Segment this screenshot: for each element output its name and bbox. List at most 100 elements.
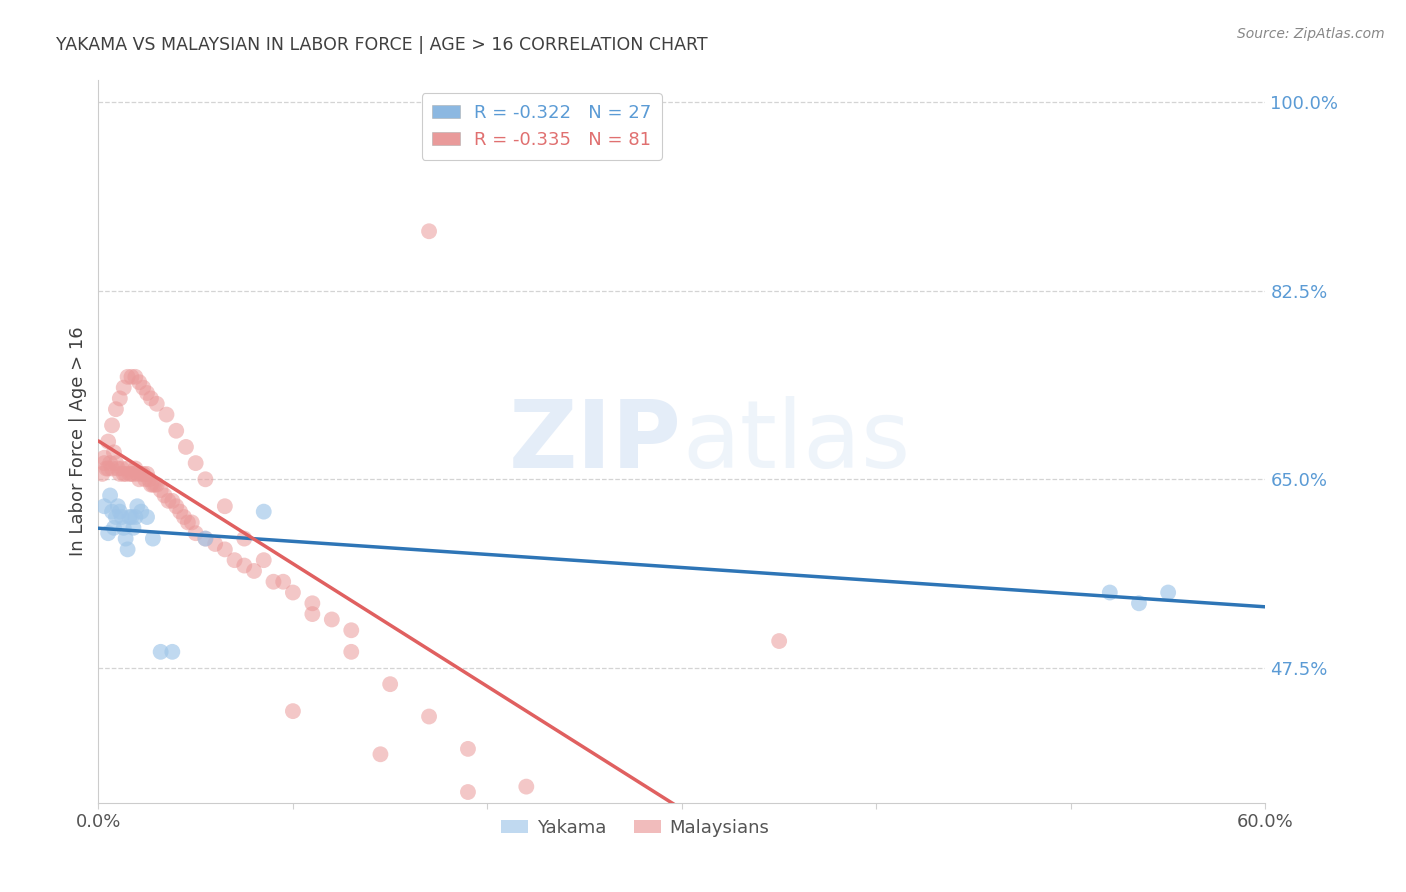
Point — [1128, 596, 1150, 610]
Point — [111, 461, 134, 475]
Text: YAKAMA VS MALAYSIAN IN LABOR FORCE | AGE > 16 CORRELATION CHART: YAKAMA VS MALAYSIAN IN LABOR FORCE | AGE… — [56, 36, 707, 54]
Point — [139, 392, 162, 406]
Point — [174, 440, 197, 454]
Point — [108, 392, 131, 406]
Point — [136, 386, 159, 401]
Point — [139, 477, 162, 491]
Point — [103, 521, 125, 535]
Point — [134, 472, 156, 486]
Point — [515, 780, 537, 794]
Point — [380, 677, 402, 691]
Point — [262, 574, 284, 589]
Point — [1157, 585, 1180, 599]
Point — [155, 408, 177, 422]
Point — [124, 461, 146, 475]
Point — [180, 516, 202, 530]
Point — [136, 467, 159, 481]
Point — [98, 456, 121, 470]
Point — [457, 742, 479, 756]
Y-axis label: In Labor Force | Age > 16: In Labor Force | Age > 16 — [69, 326, 87, 557]
Point — [128, 472, 150, 486]
Point — [165, 500, 187, 514]
Point — [142, 532, 165, 546]
Text: atlas: atlas — [682, 395, 910, 488]
Point — [97, 434, 120, 449]
Point — [122, 467, 145, 481]
Point — [301, 607, 323, 621]
Point — [112, 467, 135, 481]
Point — [321, 612, 343, 626]
Point — [418, 224, 440, 238]
Point — [214, 542, 236, 557]
Point — [136, 510, 159, 524]
Point — [169, 505, 191, 519]
Point — [108, 505, 131, 519]
Point — [457, 785, 479, 799]
Point — [142, 477, 165, 491]
Point — [112, 381, 135, 395]
Point — [96, 461, 118, 475]
Point — [146, 397, 169, 411]
Point — [157, 493, 180, 508]
Point — [253, 505, 276, 519]
Point — [1098, 585, 1121, 599]
Point — [214, 500, 236, 514]
Point — [117, 542, 139, 557]
Point — [281, 585, 304, 599]
Point — [340, 645, 363, 659]
Point — [91, 467, 114, 481]
Point — [114, 532, 136, 546]
Text: ZIP: ZIP — [509, 395, 682, 488]
Point — [121, 510, 143, 524]
Point — [117, 369, 139, 384]
Point — [104, 510, 127, 524]
Point — [124, 510, 146, 524]
Point — [129, 467, 152, 481]
Point — [111, 510, 134, 524]
Point — [103, 445, 125, 459]
Point — [112, 521, 135, 535]
Point — [93, 500, 115, 514]
Point — [370, 747, 392, 762]
Point — [194, 532, 217, 546]
Point — [124, 369, 146, 384]
Point — [98, 488, 121, 502]
Legend: Yakama, Malaysians: Yakama, Malaysians — [494, 812, 776, 845]
Point — [243, 564, 266, 578]
Point — [101, 418, 124, 433]
Point — [132, 381, 155, 395]
Point — [104, 456, 127, 470]
Point — [173, 510, 195, 524]
Point — [97, 461, 120, 475]
Point — [253, 553, 276, 567]
Point — [101, 461, 124, 475]
Point — [108, 467, 131, 481]
Point — [129, 505, 152, 519]
Point — [107, 500, 129, 514]
Point — [128, 376, 150, 390]
Point — [418, 709, 440, 723]
Point — [233, 532, 256, 546]
Point — [149, 483, 172, 497]
Point — [153, 488, 176, 502]
Point — [121, 467, 143, 481]
Text: Source: ZipAtlas.com: Source: ZipAtlas.com — [1237, 27, 1385, 41]
Point — [271, 574, 294, 589]
Point — [127, 500, 149, 514]
Point — [162, 645, 184, 659]
Point — [768, 634, 790, 648]
Point — [301, 596, 323, 610]
Point — [93, 450, 115, 465]
Point — [593, 812, 616, 826]
Point — [177, 516, 200, 530]
Point — [132, 467, 155, 481]
Point — [122, 521, 145, 535]
Point — [194, 532, 217, 546]
Point — [146, 477, 169, 491]
Point — [127, 467, 149, 481]
Point — [340, 624, 363, 638]
Point — [104, 402, 127, 417]
Point — [101, 505, 124, 519]
Point — [138, 472, 160, 486]
Point — [149, 645, 172, 659]
